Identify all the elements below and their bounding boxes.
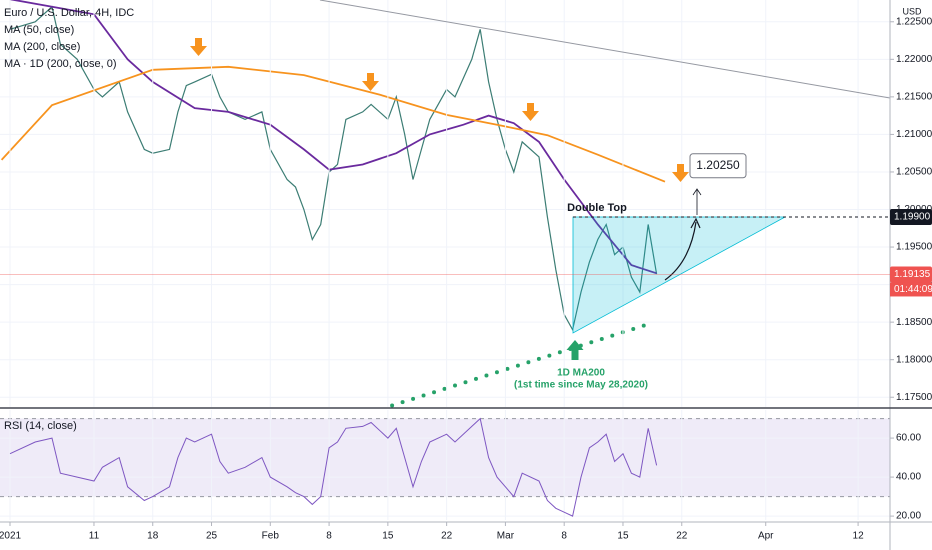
x-tick-label: 15 [617,531,629,542]
legend-entry: MA · 1D (200, close, 0) [4,58,117,70]
chart-title: Euro / U.S. Dollar, 4H, IDC [4,7,134,19]
x-tick-label: 22 [441,531,453,542]
countdown-tag [890,282,932,297]
x-tick-label: Mar [497,531,515,542]
price-line [9,417,658,517]
y-tick-label: 1.22500 [896,16,932,27]
arrow-head [690,217,701,229]
orange-arrows [190,38,689,182]
y-tick-label: 20.00 [896,511,921,522]
x-tick-label: Feb [262,531,280,542]
countdown: 01:44:09 [894,284,932,295]
x-tick-label: 25 [206,531,218,542]
x-tick-label: 22 [676,531,688,542]
legend-entry: MA (200, close) [4,41,80,53]
y-tick-label: 1.19500 [896,242,932,253]
price-tag-label: 1.19135 [894,269,931,280]
price-tag [890,266,932,283]
down-arrow [362,73,379,91]
target-box [689,153,747,179]
y-tick-label: 1.18500 [896,317,932,328]
trend-line [319,0,891,99]
annotation: 1D MA200 [557,368,605,379]
rsi-band [0,418,890,497]
legend-entry: MA (50, close) [4,24,74,36]
y-tick-label: 60.00 [896,433,921,444]
currency: USD [902,6,922,16]
x-tick-label: 8 [326,531,332,542]
down-arrow [672,164,689,182]
down-arrow [190,38,207,56]
y-tick-label: 40.00 [896,472,921,483]
x-tick-label: 8 [561,531,567,542]
y-tick-label: 1.21500 [896,92,932,103]
x-tick-label: 11 [89,531,100,542]
price-tag [890,209,932,226]
x-tick-label: 18 [147,531,159,542]
target-label: 1.20250 [696,158,740,172]
rsi-title: RSI (14, close) [4,420,77,432]
series-line [9,0,657,275]
price-tag-label: 1.19900 [894,212,931,223]
y-tick-label: 1.20500 [896,167,932,178]
x-tick-label: 15 [382,531,394,542]
down-arrow [522,103,539,121]
annotation: Double Top [567,202,627,214]
up-arrow [566,340,584,360]
arrow-head [692,188,702,196]
projection-arrow [664,221,697,281]
y-tick-label: 1.21000 [896,129,932,140]
y-tick-label: 1.18000 [896,354,932,365]
series-line [390,320,655,408]
x-tick-label: 12 [853,531,865,542]
y-tick-label: 1.22000 [896,54,932,65]
triangle-pattern [572,216,786,334]
y-tick-label: 1.17500 [896,392,932,403]
x-tick-label: 2021 [0,531,22,542]
x-tick-label: Apr [758,531,774,542]
annotation: (1st time since May 28,2020) [514,380,648,391]
